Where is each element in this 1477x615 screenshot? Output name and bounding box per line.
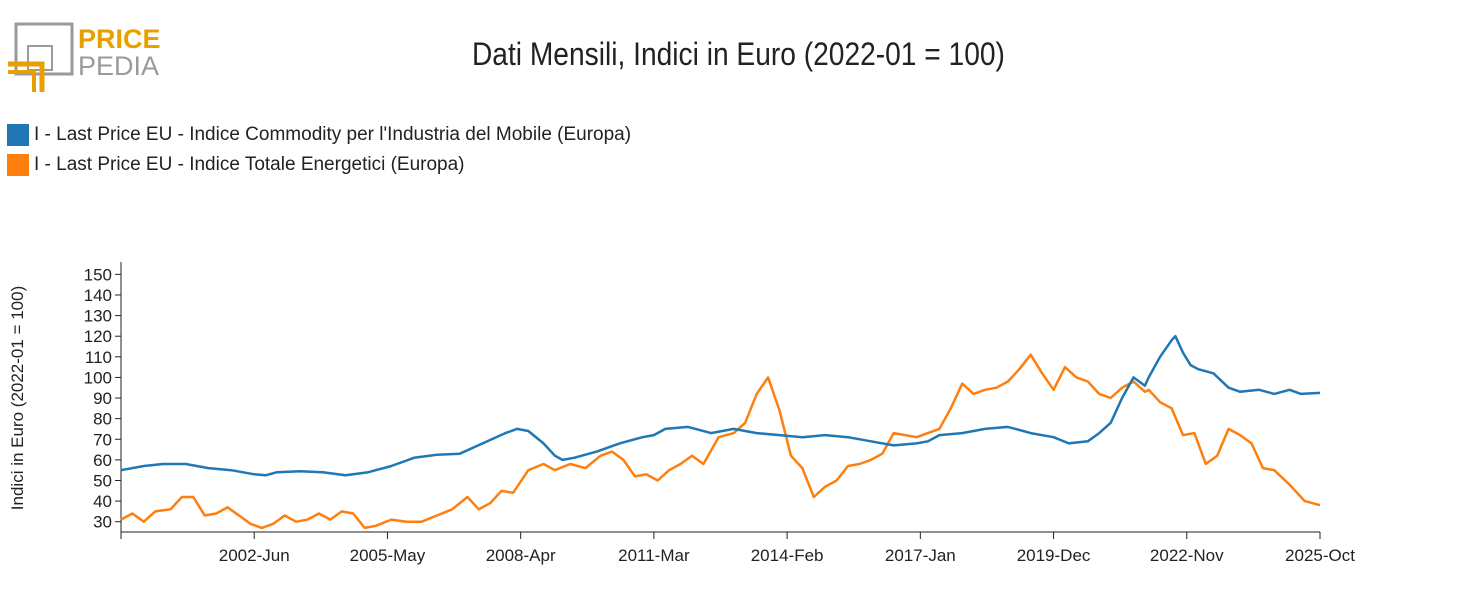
x-tick-label: 2014-Feb: [751, 546, 824, 565]
series-line-1: [120, 353, 1321, 530]
y-tick-label: 40: [93, 492, 112, 511]
y-tick-label: 100: [84, 368, 112, 387]
y-tick-label: 120: [84, 327, 112, 346]
logo-mark: PRICE PEDIA: [8, 22, 161, 92]
legend-swatch-energy: [7, 154, 29, 176]
chart-legend: I - Last Price EU - Indice Commodity per…: [7, 120, 631, 180]
y-tick-label: 50: [93, 471, 112, 490]
chart-series: [120, 334, 1321, 530]
x-tick-label: 2008-Apr: [486, 546, 556, 565]
logo-text-price: PRICE: [78, 24, 161, 54]
y-tick-label: 80: [93, 410, 112, 429]
x-tick-label: 2025-Oct: [1285, 546, 1355, 565]
x-tick-label: 2019-Dec: [1017, 546, 1091, 565]
logo-text-pedia: PEDIA: [78, 51, 159, 81]
pricepedia-logo: PRICE PEDIA: [6, 20, 176, 95]
x-tick-label: 2011-Mar: [618, 546, 690, 565]
x-tick-label: 2022-Nov: [1150, 546, 1224, 565]
chart-axes: 304050607080901001101201301401502002-Jun…: [84, 262, 1355, 565]
legend-item-furniture[interactable]: I - Last Price EU - Indice Commodity per…: [7, 120, 631, 150]
y-tick-label: 30: [93, 513, 112, 532]
y-tick-label: 150: [84, 265, 112, 284]
x-tick-label: 2017-Jan: [885, 546, 956, 565]
series-line-0: [120, 334, 1321, 477]
y-tick-label: 70: [93, 430, 112, 449]
x-tick-label: 2002-Jun: [219, 546, 290, 565]
legend-swatch-furniture: [7, 124, 29, 146]
y-axis-title: Indici in Euro (2022-01 = 100): [8, 286, 27, 510]
legend-item-energy[interactable]: I - Last Price EU - Indice Totale Energe…: [7, 150, 631, 180]
legend-label-furniture: I - Last Price EU - Indice Commodity per…: [34, 124, 632, 145]
x-tick-label: 2005-May: [350, 546, 426, 565]
logo-orange-outer: [8, 61, 45, 92]
chart-title: Dati Mensili, Indici in Euro (2022-01 = …: [471, 36, 1005, 72]
y-tick-label: 90: [93, 389, 112, 408]
y-tick-label: 130: [84, 307, 112, 326]
y-tick-label: 60: [93, 451, 112, 470]
y-tick-label: 110: [85, 348, 112, 367]
y-tick-label: 140: [84, 286, 112, 305]
logo-orange-inner: [8, 70, 36, 92]
legend-label-energy: I - Last Price EU - Indice Totale Energe…: [34, 154, 465, 175]
